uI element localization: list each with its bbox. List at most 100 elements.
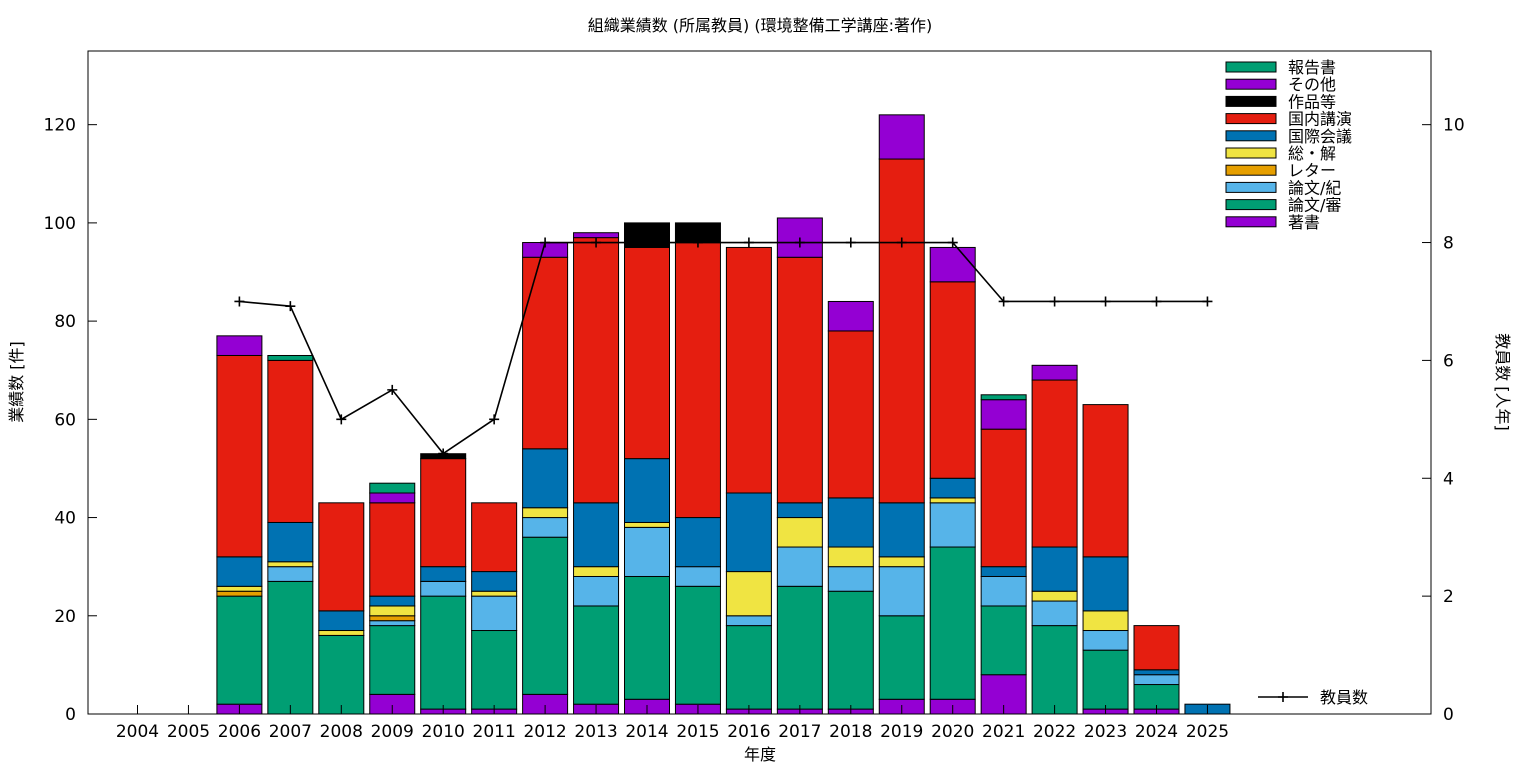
bar-2022-その他	[1031, 364, 1078, 381]
x-tick-label-2013: 2013	[574, 722, 617, 742]
teacher-count-point-2020	[947, 237, 958, 248]
bar-2019-総-解	[878, 556, 925, 568]
bar-2018-その他	[827, 300, 874, 332]
bar-2020-その他	[929, 246, 976, 283]
bar-2015-論文-審	[674, 585, 721, 705]
bar-2019-論文-審	[878, 615, 925, 700]
legend-marker-teacher-count	[1278, 692, 1288, 702]
bar-2011-論文-紀	[471, 595, 518, 632]
legend-label-teacher-count: 教員数	[1320, 688, 1368, 707]
legend-label-作品等: 作品等	[1288, 92, 1336, 111]
bar-2017-国内講演	[776, 256, 823, 504]
x-tick-label-2014: 2014	[625, 722, 668, 742]
bar-2016-論文-紀	[725, 615, 772, 627]
bar-2019-国際会議	[878, 502, 925, 558]
bar-2006-総-解	[216, 585, 263, 592]
bar-2009-論文-紀	[369, 620, 416, 627]
legend-swatch-総-解	[1225, 147, 1277, 159]
bar-2022-論文-紀	[1031, 600, 1078, 627]
y-tick-label-60: 60	[54, 410, 76, 430]
x-tick-label-2011: 2011	[473, 722, 516, 742]
teacher-count-point-2006	[234, 296, 245, 307]
teacher-count-point-2023	[1100, 296, 1111, 307]
x-tick-label-2005: 2005	[167, 722, 210, 742]
teacher-count-point-2022	[1049, 296, 1060, 307]
bar-2008-国際会議	[318, 610, 365, 632]
bar-2024-国際会議	[1133, 669, 1180, 676]
bar-2022-国際会議	[1031, 546, 1078, 592]
legend-label-国内講演: 国内講演	[1288, 110, 1352, 129]
x-tick-label-2012: 2012	[523, 722, 566, 742]
bar-2019-その他	[878, 114, 925, 160]
legend-label-国際会議: 国際会議	[1288, 127, 1352, 146]
bar-2018-国内講演	[827, 330, 874, 499]
legend-swatch-作品等	[1225, 95, 1277, 107]
legend-label-その他: その他	[1288, 75, 1336, 94]
bar-2018-総-解	[827, 546, 874, 568]
bar-2024-論文-紀	[1133, 674, 1180, 686]
bar-2015-国内講演	[674, 242, 721, 519]
legend-label-レター: レター	[1288, 161, 1336, 180]
y-tick-label-120: 120	[44, 116, 76, 136]
x-tick-label-2023: 2023	[1084, 722, 1127, 742]
bar-2014-論文-紀	[624, 526, 670, 577]
bar-2022-国内講演	[1031, 379, 1078, 548]
bar-2022-総-解	[1031, 590, 1078, 602]
x-tick-label-2022: 2022	[1033, 722, 1076, 742]
legend-swatch-その他	[1225, 78, 1277, 90]
teacher-count-point-2014	[642, 237, 652, 248]
bar-2020-論文-紀	[929, 502, 976, 548]
bar-2014-論文-審	[624, 575, 670, 700]
legend-label-報告書: 報告書	[1288, 58, 1336, 77]
bar-2021-論文-紀	[980, 575, 1027, 607]
bar-2006-国際会議	[216, 556, 263, 587]
teacher-count-point-2018	[845, 237, 856, 248]
y2-tick-label-6: 6	[1443, 351, 1454, 371]
bar-2011-論文-審	[471, 630, 518, 710]
bar-2014-国内講演	[624, 246, 670, 460]
legend-swatch-論文-審	[1225, 199, 1277, 211]
bar-2023-総-解	[1082, 610, 1129, 632]
bar-2007-国際会議	[267, 521, 314, 563]
bar-2016-総-解	[725, 571, 772, 617]
teacher-count-point-2021	[998, 296, 1009, 307]
x-tick-label-2019: 2019	[880, 722, 923, 742]
x-tick-label-2008: 2008	[320, 722, 363, 742]
x-tick-label-2020: 2020	[931, 722, 974, 742]
y-tick-label-0: 0	[65, 705, 76, 725]
bar-2006-その他	[216, 335, 263, 356]
teacher-count-point-2024	[1151, 296, 1162, 307]
legend-swatch-国内講演	[1225, 113, 1277, 125]
bar-2008-論文-審	[318, 634, 365, 715]
y2-tick-label-8: 8	[1443, 234, 1454, 254]
legend-swatch-著書	[1225, 216, 1277, 228]
teacher-count-point-2016	[743, 237, 754, 248]
bar-2016-国内講演	[725, 246, 772, 494]
bar-2010-国内講演	[420, 458, 467, 568]
x-tick-label-2010: 2010	[422, 722, 465, 742]
bar-2017-国際会議	[776, 502, 823, 519]
bar-2021-論文-審	[980, 605, 1027, 676]
teacher-count-line	[239, 241, 1208, 455]
bar-2006-レター	[216, 590, 263, 597]
bar-2009-その他	[369, 492, 416, 504]
bar-2007-論文-紀	[267, 566, 314, 582]
x-tick-label-2015: 2015	[676, 722, 719, 742]
legend-label-論文-審: 論文/審	[1288, 196, 1341, 215]
bar-2010-論文-審	[420, 595, 467, 710]
y-axis-label: 業績数 [件]	[7, 341, 26, 423]
bar-2021-国際会議	[980, 566, 1027, 577]
x-tick-label-2004: 2004	[116, 722, 159, 742]
teacher-count-point-2013	[591, 237, 602, 248]
legend-label-総-解: 総・解	[1288, 144, 1336, 163]
bar-2012-論文-紀	[522, 517, 569, 538]
x-tick-label-2007: 2007	[269, 722, 312, 742]
teacher-count-point-2025	[1202, 296, 1213, 307]
legend-swatch-論文-紀	[1225, 181, 1277, 193]
y-tick-label-100: 100	[44, 214, 76, 234]
bar-2012-論文-審	[522, 536, 569, 695]
x-tick-label-2021: 2021	[982, 722, 1025, 742]
x-tick-label-2018: 2018	[829, 722, 872, 742]
legend-label-著書: 著書	[1288, 213, 1320, 232]
